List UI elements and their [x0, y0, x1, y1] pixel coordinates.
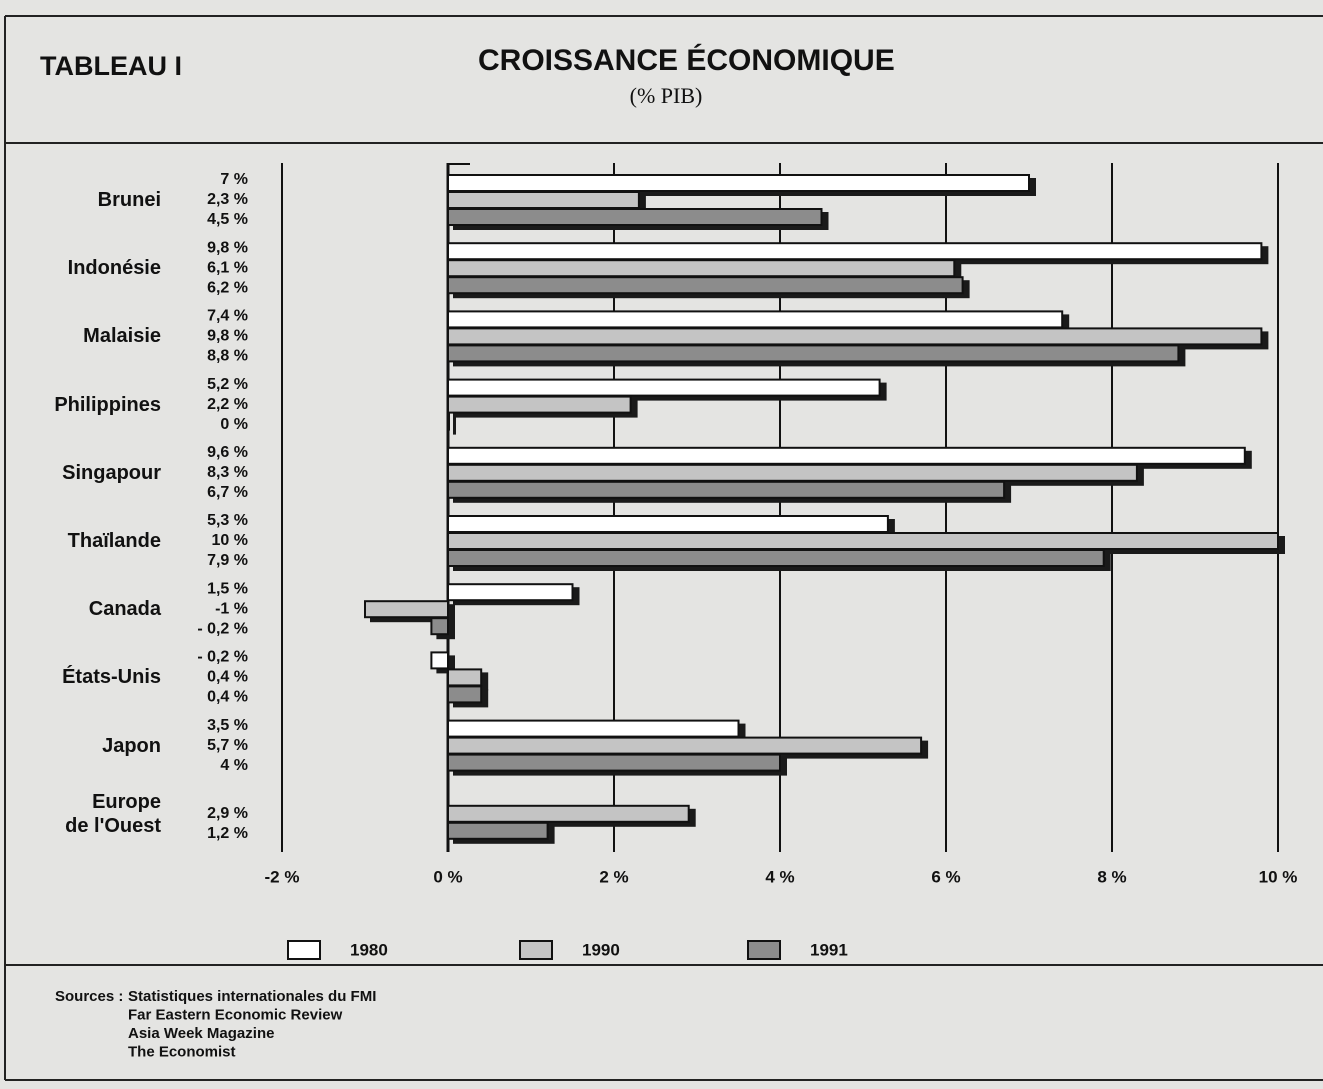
value-label: 3,5 %	[207, 717, 248, 734]
x-tick-label: 4 %	[765, 867, 794, 886]
bar	[447, 685, 483, 704]
bar	[430, 617, 449, 636]
value-label: 1,5 %	[207, 580, 248, 597]
category-label: Indonésie	[67, 257, 161, 280]
legend-label: 1980	[350, 940, 388, 959]
bar	[447, 344, 1180, 363]
x-tick-label: 0 %	[433, 867, 462, 886]
sources-label: Sources :	[55, 988, 123, 1005]
bar	[447, 719, 740, 738]
bar	[447, 174, 1030, 192]
bar	[447, 804, 690, 823]
value-label: -1 %	[215, 600, 248, 617]
x-tick-label: 6 %	[931, 867, 960, 886]
value-label: 2,2 %	[207, 396, 248, 413]
x-tick-label: 2 %	[599, 867, 628, 886]
category-label: Malaisie	[83, 325, 161, 348]
source: Statistiques internationales du FMI	[128, 988, 376, 1005]
value-label: 5,7 %	[207, 737, 248, 754]
value-label: 9,6 %	[207, 444, 248, 461]
category-label: Thaïlande	[67, 530, 161, 552]
category-label: États-Unis	[62, 666, 161, 689]
value-label: 6,1 %	[207, 259, 248, 276]
value-label: 1,2 %	[207, 825, 248, 842]
bar	[447, 310, 1064, 329]
source: Asia Week Magazine	[128, 1025, 274, 1042]
bar	[447, 378, 881, 397]
value-label: 5,3 %	[207, 512, 248, 529]
bar	[364, 600, 449, 619]
value-label: 0 %	[220, 416, 248, 433]
bar	[447, 583, 574, 602]
bar	[447, 446, 1246, 465]
bar	[447, 242, 1263, 261]
chart-title: CROISSANCE ÉCONOMIQUE	[478, 43, 895, 77]
value-label: 9,8 %	[207, 328, 248, 345]
value-label: 0,4 %	[207, 689, 248, 706]
category-label: Philippines	[54, 393, 161, 416]
x-tick-label: -2 %	[265, 867, 300, 886]
category-label: Japon	[102, 734, 161, 757]
x-tick-label: 8 %	[1097, 867, 1126, 886]
legend-swatch	[747, 940, 781, 960]
bar	[447, 395, 632, 414]
value-label: 7,4 %	[207, 308, 248, 325]
value-label: 2,9 %	[207, 805, 248, 822]
legend-label: 1990	[582, 940, 620, 959]
value-label: 6,7 %	[207, 484, 248, 501]
table-label: TABLEAU I	[40, 51, 182, 81]
value-label: 0,4 %	[207, 669, 248, 686]
bar	[447, 532, 1279, 550]
bar	[430, 651, 449, 670]
value-label: 8,3 %	[207, 464, 248, 481]
value-label: 9,8 %	[207, 239, 248, 256]
chart-subtitle: (% PIB)	[630, 83, 703, 108]
category-label: Brunei	[97, 189, 161, 211]
bar	[447, 463, 1138, 482]
bar	[447, 736, 923, 755]
source: Far Eastern Economic Review	[128, 1006, 343, 1023]
category-label: Canada	[88, 598, 161, 621]
legend-swatch	[287, 940, 321, 960]
bar	[447, 549, 1105, 567]
value-label: 6,2 %	[207, 279, 248, 296]
value-label: 8,8 %	[207, 348, 248, 365]
bar	[447, 191, 640, 209]
value-label: - 0,2 %	[197, 620, 248, 637]
bar	[447, 327, 1263, 346]
value-label: 2,3 %	[207, 191, 248, 208]
x-tick-label: 10 %	[1259, 867, 1298, 886]
bar	[447, 753, 781, 772]
value-label: 5,2 %	[207, 376, 248, 393]
bar	[447, 480, 1006, 499]
bar	[447, 821, 549, 840]
category-label: Europe de l'Ouest	[65, 790, 161, 837]
bar	[447, 668, 483, 687]
value-label: - 0,2 %	[197, 649, 248, 666]
bar	[447, 515, 889, 533]
legend-swatch	[519, 940, 553, 960]
bar	[447, 276, 964, 295]
source: The Economist	[128, 1043, 236, 1060]
bar	[447, 412, 450, 431]
value-label: 7 %	[220, 171, 248, 188]
value-label: 7,9 %	[207, 552, 248, 569]
value-label: 10 %	[212, 532, 248, 549]
legend-label: 1991	[810, 940, 848, 959]
bar	[447, 208, 823, 226]
bar	[447, 259, 956, 278]
value-label: 4 %	[220, 757, 248, 774]
category-label: Singapour	[62, 461, 161, 484]
value-label: 4,5 %	[207, 211, 248, 228]
